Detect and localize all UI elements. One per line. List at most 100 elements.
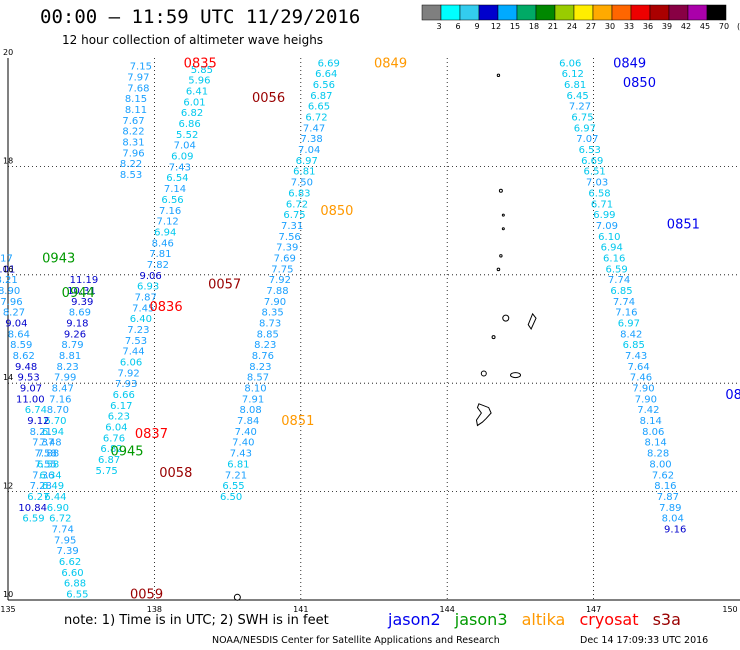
axis-ticks: 135 138 141 144 147 150 10 12 14 16 18 20: [0, 48, 737, 614]
island: [502, 314, 510, 322]
swh-label: 7.62: [652, 470, 674, 481]
island: [233, 593, 241, 601]
colorbar-label: 27: [586, 22, 596, 31]
swh-label: 7.40: [232, 438, 254, 449]
legend-cryosat: cryosat: [579, 610, 639, 629]
chart-subtitle: 12 hour collection of altimeter wave hei…: [62, 33, 324, 47]
swh-label: 7.68: [127, 83, 149, 94]
swh-label: 7.87: [135, 292, 157, 303]
pass-time-label: 0835: [184, 56, 217, 71]
swh-label: 7.23: [127, 325, 149, 336]
swh-label: 7.93: [115, 379, 137, 390]
swh-label: 8.73: [259, 318, 281, 329]
swh-label: 9.18: [66, 318, 88, 329]
swh-label: 6.82: [181, 108, 203, 119]
island: [480, 370, 487, 377]
swh-label: 6.81: [293, 167, 315, 178]
swh-label: 8.23: [56, 362, 78, 373]
swh-label: 7.53: [125, 336, 147, 347]
swh-label: 9.16: [664, 524, 686, 535]
swh-label: 7.92: [269, 275, 291, 286]
swh-label: 7.39: [56, 546, 78, 557]
swh-label: 7.27: [569, 102, 591, 113]
swh-label: 8.79: [61, 340, 83, 351]
swh-label: 8.06: [642, 427, 664, 438]
swh-label: 6.76: [103, 433, 125, 444]
swh-label: 7.15: [130, 62, 152, 73]
swh-label: 7.64: [627, 362, 649, 373]
swh-label: 7.74: [608, 275, 630, 286]
swh-label: 9.48: [15, 362, 37, 373]
swh-label: 10.84: [18, 503, 47, 514]
pass-time-label: 0837: [135, 427, 168, 442]
plot-frame: [7, 58, 740, 601]
colorbar-label: 42: [681, 22, 691, 31]
swh-label: 6.53: [579, 145, 601, 156]
swh-label: 6.23: [108, 412, 130, 423]
swh-label: 6.06: [559, 58, 581, 69]
swh-label: 8.31: [122, 137, 144, 148]
swh-label: 6.87: [310, 91, 332, 102]
swh-label: 8.57: [247, 373, 269, 384]
swh-label: 8.21: [0, 275, 18, 286]
colorbar-swatch: [497, 4, 518, 21]
swh-label: 6.74: [25, 405, 47, 416]
swh-label: 6.04: [105, 423, 127, 434]
y-tick-label: 16: [3, 265, 13, 274]
pass-time-label: 0851: [667, 217, 700, 232]
colorbar-swatch: [706, 4, 727, 21]
pass-time-label: 0058: [159, 466, 192, 481]
swh-label: 8.28: [647, 449, 669, 460]
swh-label: 8.46: [152, 238, 174, 249]
y-tick-label: 14: [3, 373, 13, 382]
island: [491, 335, 496, 340]
pass-time-label: 0852: [725, 388, 740, 403]
swh-label: 8.17: [0, 253, 13, 264]
colorbar-label: 12: [491, 22, 501, 31]
swh-label: 10.31: [67, 286, 96, 297]
swh-label: 6.27: [27, 492, 49, 503]
swh-label: 7.90: [635, 394, 657, 405]
footer-timestamp: Dec 14 17:09:33 UTC 2016: [580, 635, 709, 646]
colorbar-swatch: [592, 4, 613, 21]
swh-label: 7.90: [632, 384, 654, 395]
colorbar-label: 18: [529, 22, 539, 31]
guam-island: [475, 403, 492, 427]
pass-time-label: 0849: [374, 56, 407, 71]
swh-label: 8.70: [47, 405, 69, 416]
x-tick-label: 135: [0, 605, 15, 614]
swh-label: 6.41: [186, 87, 208, 98]
swh-label: 8.23: [249, 362, 271, 373]
swh-label: 6.45: [566, 91, 588, 102]
swh-label: 7.90: [264, 297, 286, 308]
colorbar-label: 6: [455, 22, 460, 31]
swh-label: 6.06: [120, 358, 142, 369]
swh-label: 6.50: [220, 492, 242, 503]
colorbar-label: 70: [719, 22, 729, 31]
swh-label: 8.14: [640, 416, 662, 427]
swh-label: 7.96: [122, 148, 144, 159]
swh-label: 6.75: [283, 210, 305, 221]
islands: [233, 73, 537, 601]
swh-label: 6.40: [130, 314, 152, 325]
swh-label: 7.50: [291, 178, 313, 189]
swh-label: 7.42: [637, 405, 659, 416]
swh-label: 8.22: [122, 127, 144, 138]
colorbar-swatch: [516, 4, 537, 21]
swh-label: 6.97: [574, 123, 596, 134]
swh-label: 7.43: [230, 449, 252, 460]
colorbar-label: 30: [605, 22, 615, 31]
island: [501, 227, 505, 231]
swh-label: 6.59: [22, 514, 44, 525]
pass-time-label: 0850: [320, 204, 353, 219]
swh-label: 7.95: [54, 535, 76, 546]
colorbar-label: 24: [567, 22, 577, 31]
pass-time-label: 0057: [208, 277, 241, 292]
swh-label: 6.93: [137, 282, 159, 293]
swh-label: 6.97: [618, 318, 640, 329]
swh-label: 5.75: [96, 466, 118, 477]
swh-label: 8.08: [239, 405, 261, 416]
swh-label: 7.58: [35, 449, 57, 460]
swh-label: 6.71: [591, 199, 613, 210]
